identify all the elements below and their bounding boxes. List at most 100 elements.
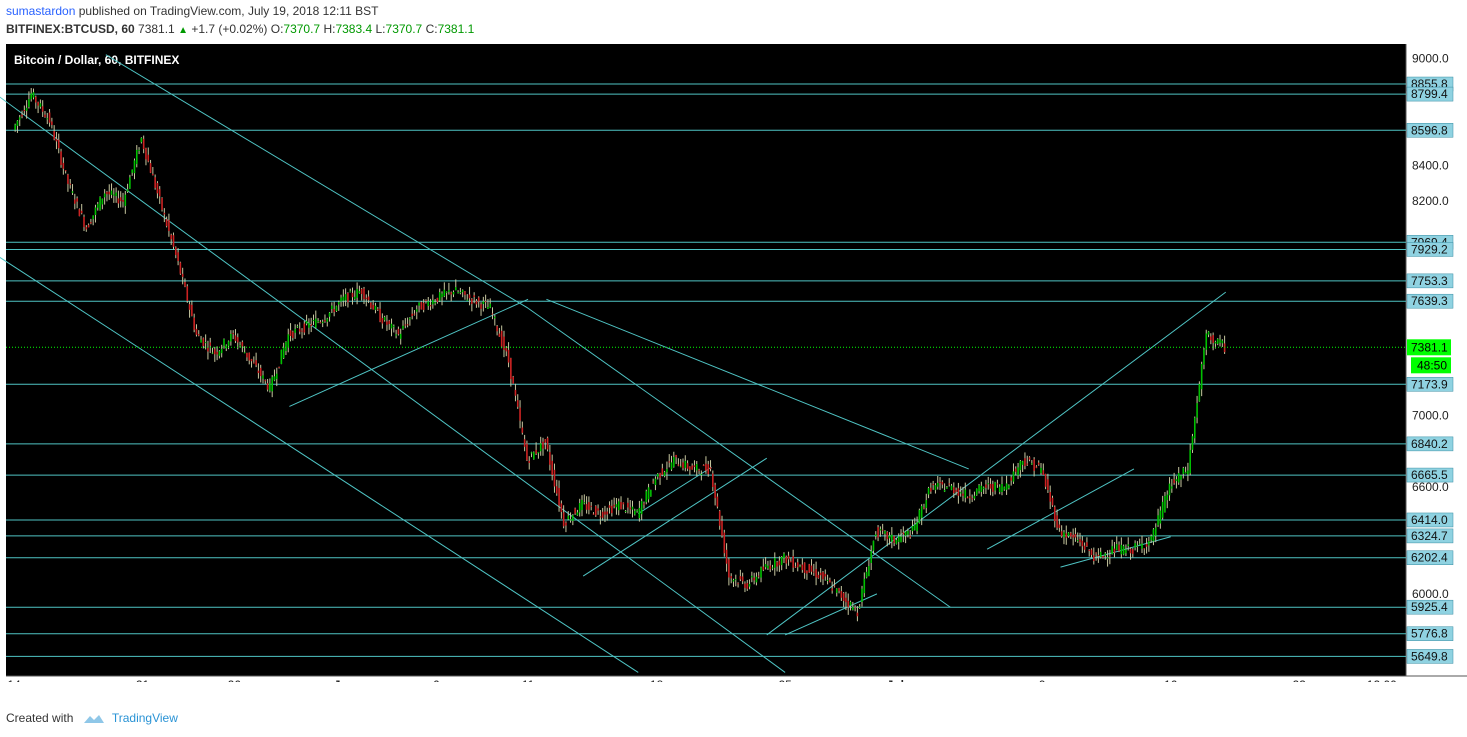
candle-body <box>594 506 597 516</box>
candle-body <box>978 485 980 492</box>
candle-body <box>174 247 177 256</box>
candle-body <box>792 556 794 568</box>
candle-body <box>808 564 811 573</box>
chart-container[interactable]: Bitcoin / Dollar, 60, BITFINEX 9000.0 8400… <box>0 44 1467 692</box>
trend-line[interactable] <box>289 298 529 407</box>
trend-line[interactable] <box>582 457 768 577</box>
candle-body <box>762 566 765 570</box>
candle-body <box>629 507 632 510</box>
candle-body <box>930 487 932 492</box>
candle-body <box>303 323 306 333</box>
candle-body <box>893 536 895 543</box>
candle-body <box>535 449 537 454</box>
candle-body <box>787 555 790 560</box>
candle-body <box>895 539 898 544</box>
candle-body <box>1205 333 1208 350</box>
candle-body <box>1019 460 1022 471</box>
candle-body <box>296 326 299 328</box>
trend-line[interactable] <box>105 54 529 309</box>
candle-body <box>257 370 260 374</box>
candle-body <box>197 334 200 336</box>
candle-body <box>289 330 292 336</box>
candle-body <box>953 487 955 494</box>
price-label-box <box>1406 649 1454 664</box>
candle-body <box>450 292 452 295</box>
author-link[interactable]: sumastardon <box>6 4 76 18</box>
candle-body <box>1171 486 1173 489</box>
candle-body <box>80 210 83 214</box>
candle-body <box>996 483 999 485</box>
candle-body <box>225 345 228 349</box>
candle-body <box>418 302 420 306</box>
candle-body <box>767 565 769 569</box>
candle-body <box>275 373 278 380</box>
candle-body <box>948 483 951 485</box>
candle-body <box>1122 546 1125 555</box>
price-label: 7753.3 <box>1411 274 1448 288</box>
candle-body <box>1060 531 1063 537</box>
candle-body <box>611 505 613 514</box>
candle-body <box>60 151 62 165</box>
candle-body <box>422 302 425 310</box>
tradingview-link[interactable]: TradingView <box>111 711 178 725</box>
chart-title: Bitcoin / Dollar, 60, BITFINEX <box>14 53 179 67</box>
candle-body <box>477 297 480 302</box>
price-label: 6324.7 <box>1411 529 1448 543</box>
candle-body <box>326 318 329 322</box>
candle-body <box>1166 494 1169 501</box>
candle-body <box>195 328 198 335</box>
trend-line[interactable] <box>986 468 1135 550</box>
candle-body <box>461 290 464 293</box>
candle-body <box>193 317 195 330</box>
candle-body <box>670 462 673 470</box>
candle-body <box>441 293 443 298</box>
y-tick-label: 6000.0 <box>1412 587 1449 601</box>
candle-body <box>496 326 498 332</box>
trend-line[interactable] <box>637 466 712 514</box>
candle-body <box>959 492 962 494</box>
candle-body <box>292 331 294 338</box>
candle-body <box>1026 463 1029 465</box>
candle-body <box>402 325 404 329</box>
candle-body <box>760 567 762 578</box>
candle-body <box>578 503 581 513</box>
price-label: 7639.3 <box>1411 294 1448 308</box>
candle-body <box>673 457 675 467</box>
trend-line[interactable] <box>766 291 1227 636</box>
candle-body <box>528 460 531 463</box>
candle-body <box>955 490 957 492</box>
candle-body <box>1031 463 1033 465</box>
candle-body <box>778 560 781 566</box>
candle-body <box>886 532 889 540</box>
high-value: 7383.4 <box>335 22 373 36</box>
candle-body <box>1184 471 1187 474</box>
candle-body <box>751 575 753 578</box>
candle-body <box>351 292 354 298</box>
candle-body <box>480 304 482 309</box>
candle-body <box>521 427 524 433</box>
candle-body <box>700 473 703 475</box>
trend-line[interactable] <box>527 307 951 608</box>
price-label-box <box>1406 273 1454 289</box>
candle-body <box>668 461 671 463</box>
candle-body <box>943 490 946 492</box>
candle-body <box>273 376 276 381</box>
candle-body <box>516 400 519 407</box>
current-price-box <box>1407 339 1451 356</box>
candle-body <box>998 486 1001 493</box>
candle-body <box>530 452 533 454</box>
x-tick-label: 25 <box>778 678 792 682</box>
candle-body <box>129 177 131 189</box>
candle-body <box>962 493 964 496</box>
candle-body <box>879 528 882 531</box>
candle-body <box>551 460 553 476</box>
price-label-box <box>1406 626 1454 641</box>
candle-body <box>907 530 909 535</box>
footer: Created with TradingView <box>6 711 178 725</box>
candle-body <box>96 204 99 208</box>
trend-line[interactable] <box>1060 536 1171 568</box>
price-chart[interactable]: Bitcoin / Dollar, 60, BITFINEX 9000.0 8400… <box>0 44 1467 692</box>
trend-line[interactable] <box>0 255 639 673</box>
candle-body <box>597 508 599 511</box>
trend-line[interactable] <box>546 298 969 470</box>
